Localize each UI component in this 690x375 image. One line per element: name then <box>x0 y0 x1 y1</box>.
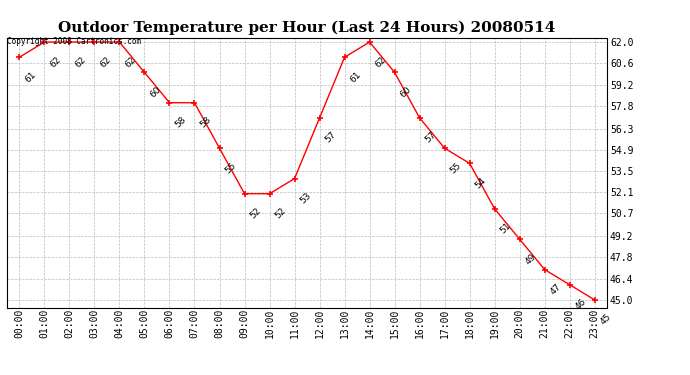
Text: 46: 46 <box>574 297 589 312</box>
Text: 62: 62 <box>124 54 138 69</box>
Text: 62: 62 <box>48 54 63 69</box>
Text: 62: 62 <box>374 54 388 69</box>
Text: 55: 55 <box>224 161 238 175</box>
Text: 57: 57 <box>424 130 438 145</box>
Text: 61: 61 <box>348 70 363 84</box>
Text: 62: 62 <box>99 54 113 69</box>
Text: 52: 52 <box>248 206 263 220</box>
Text: 45: 45 <box>599 312 613 327</box>
Text: 49: 49 <box>524 252 538 266</box>
Text: 52: 52 <box>274 206 288 220</box>
Text: 51: 51 <box>499 221 513 236</box>
Text: 57: 57 <box>324 130 338 145</box>
Text: 53: 53 <box>299 191 313 206</box>
Text: 60: 60 <box>399 85 413 99</box>
Text: 55: 55 <box>448 161 463 175</box>
Title: Outdoor Temperature per Hour (Last 24 Hours) 20080514: Outdoor Temperature per Hour (Last 24 Ho… <box>59 21 555 35</box>
Text: 60: 60 <box>148 85 163 99</box>
Text: 58: 58 <box>199 115 213 130</box>
Text: 62: 62 <box>74 54 88 69</box>
Text: 61: 61 <box>23 70 38 84</box>
Text: 58: 58 <box>174 115 188 130</box>
Text: 54: 54 <box>474 176 489 190</box>
Text: 47: 47 <box>549 282 563 297</box>
Text: Copyright 2008 Cartronics.com: Copyright 2008 Cartronics.com <box>7 38 141 46</box>
